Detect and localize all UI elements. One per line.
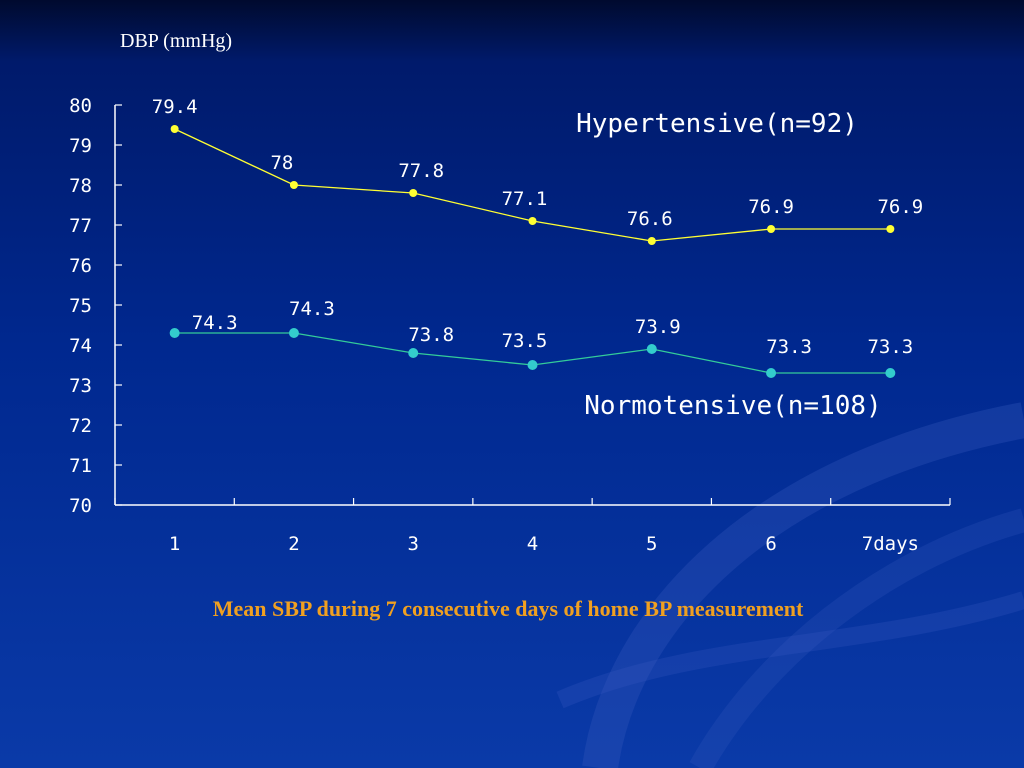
x-tick-label: 3 <box>407 533 418 555</box>
data-point-1 <box>885 368 896 378</box>
y-tick-label: 80 <box>69 95 92 117</box>
data-point-0 <box>170 125 179 133</box>
data-label-1: 73.3 <box>867 336 913 358</box>
series-label-hypertensive: Hypertensive(n=92) <box>576 109 858 139</box>
x-tick-label: 6 <box>765 533 776 555</box>
data-label-1: 74.3 <box>289 298 335 320</box>
series-label-normotensive: Normotensive(n=108) <box>584 391 881 421</box>
data-point-0 <box>528 217 537 225</box>
data-point-0 <box>886 225 895 233</box>
y-tick-label: 79 <box>69 135 92 157</box>
data-label-1: 73.9 <box>635 316 681 338</box>
data-point-1 <box>408 348 419 358</box>
x-tick-label: 2 <box>288 533 299 555</box>
data-label-0: 76.9 <box>748 196 794 218</box>
y-tick-label: 77 <box>69 215 92 237</box>
data-label-1: 74.3 <box>192 312 238 334</box>
y-axis-label: DBP (mmHg) <box>120 30 233 52</box>
data-label-1: 73.8 <box>408 324 454 346</box>
y-tick-label: 73 <box>69 375 92 397</box>
data-point-0 <box>409 189 418 197</box>
data-label-0: 76.9 <box>877 196 923 218</box>
data-point-0 <box>647 237 656 245</box>
y-tick-label: 75 <box>69 295 92 317</box>
data-point-0 <box>289 181 298 189</box>
y-tick-label: 78 <box>69 175 92 197</box>
y-tick-label: 70 <box>69 495 92 517</box>
y-tick-label: 74 <box>69 335 92 357</box>
data-label-0: 78 <box>270 152 293 174</box>
data-point-1 <box>646 344 657 354</box>
x-tick-label: 1 <box>169 533 180 555</box>
data-label-0: 79.4 <box>152 96 198 118</box>
x-tick-label: 5 <box>646 533 657 555</box>
data-label-1: 73.5 <box>502 330 548 352</box>
y-tick-label: 76 <box>69 255 92 277</box>
data-point-1 <box>169 328 180 338</box>
data-label-0: 77.8 <box>398 160 444 182</box>
data-label-0: 76.6 <box>627 208 673 230</box>
y-tick-label: 72 <box>69 415 92 437</box>
data-point-1 <box>288 328 299 338</box>
y-tick-label: 71 <box>69 455 92 477</box>
data-point-1 <box>766 368 777 378</box>
x-tick-label: 7days <box>862 533 919 555</box>
data-point-1 <box>527 360 538 370</box>
data-label-0: 77.1 <box>502 188 548 210</box>
data-label-1: 73.3 <box>766 336 812 358</box>
chart-caption: Mean SBP during 7 consecutive days of ho… <box>212 596 804 621</box>
x-tick-label: 4 <box>527 533 538 555</box>
data-point-0 <box>767 225 776 233</box>
